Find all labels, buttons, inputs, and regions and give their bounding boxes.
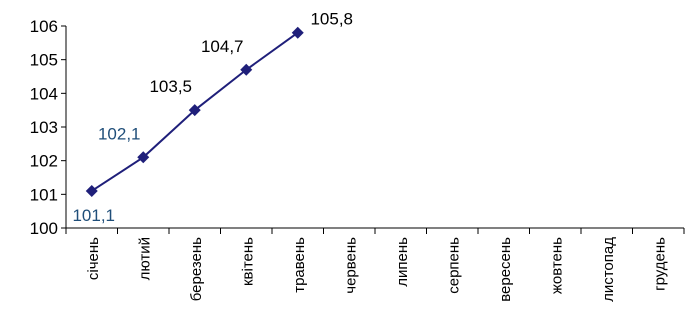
data-label: 105,8 [310,10,353,29]
x-tick-label: вересень [497,237,514,302]
x-tick-label: травень [291,237,308,293]
y-tick-label: 101 [30,185,58,204]
x-tick-label: лютий [136,237,153,280]
data-label: 102,1 [98,124,141,143]
x-tick-label: червень [342,237,359,294]
data-point-marker [137,151,150,164]
x-tick-label: липень [394,237,411,287]
x-tick-label: серпень [445,237,462,294]
data-label: 103,5 [149,77,192,96]
x-axis: січень лютий березень квітень травень червень… [65,227,685,302]
data-labels: 101,1 102,1 103,5 104,7 105,8 [72,10,353,225]
x-tick-label: листопад [600,237,617,302]
data-point-marker [240,63,253,76]
y-axis: 100 101 102 103 104 105 106 [30,17,67,238]
y-tick-label: 102 [30,152,58,171]
y-tick-label: 105 [30,51,58,70]
data-point-marker [85,184,98,197]
x-tick-label: березень [188,237,205,301]
y-tick-label: 103 [30,118,58,137]
y-tick-label: 100 [30,219,58,238]
x-tick-label: січень [85,237,102,280]
data-label: 101,1 [72,206,115,225]
data-label: 104,7 [201,37,244,56]
data-point-marker [188,104,201,117]
data-point-marker [291,26,304,39]
x-tick-label: грудень [651,237,668,291]
series-line-group [85,26,304,197]
y-tick-label: 104 [30,84,58,103]
y-tick-label: 106 [30,17,58,36]
x-tick-label: квітень [239,237,256,286]
x-tick-label: жовтень [548,237,565,294]
